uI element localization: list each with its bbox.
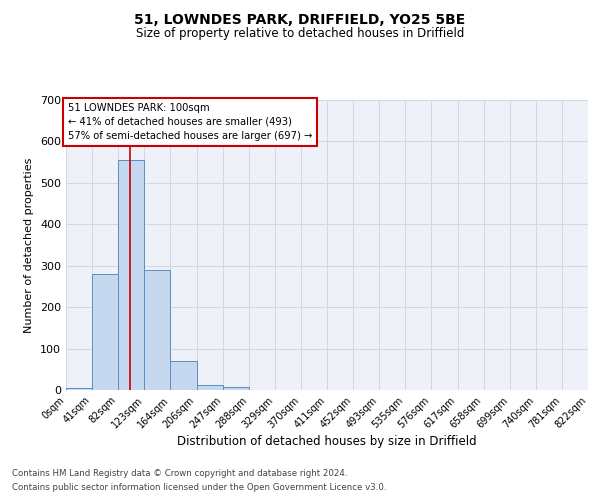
Text: 51, LOWNDES PARK, DRIFFIELD, YO25 5BE: 51, LOWNDES PARK, DRIFFIELD, YO25 5BE [134,12,466,26]
Text: Contains HM Land Registry data © Crown copyright and database right 2024.: Contains HM Land Registry data © Crown c… [12,468,347,477]
Text: Contains public sector information licensed under the Open Government Licence v3: Contains public sector information licen… [12,484,386,492]
Bar [118,160,145,390]
Bar [92,274,118,390]
Y-axis label: Number of detached properties: Number of detached properties [25,158,34,332]
Text: 51 LOWNDES PARK: 100sqm
← 41% of detached houses are smaller (493)
57% of semi-d: 51 LOWNDES PARK: 100sqm ← 41% of detache… [68,103,312,141]
Bar [66,388,92,390]
Bar [145,270,170,390]
X-axis label: Distribution of detached houses by size in Driffield: Distribution of detached houses by size … [177,436,477,448]
Bar [197,384,223,390]
Bar [223,386,249,390]
Bar [170,361,197,390]
Text: Size of property relative to detached houses in Driffield: Size of property relative to detached ho… [136,28,464,40]
